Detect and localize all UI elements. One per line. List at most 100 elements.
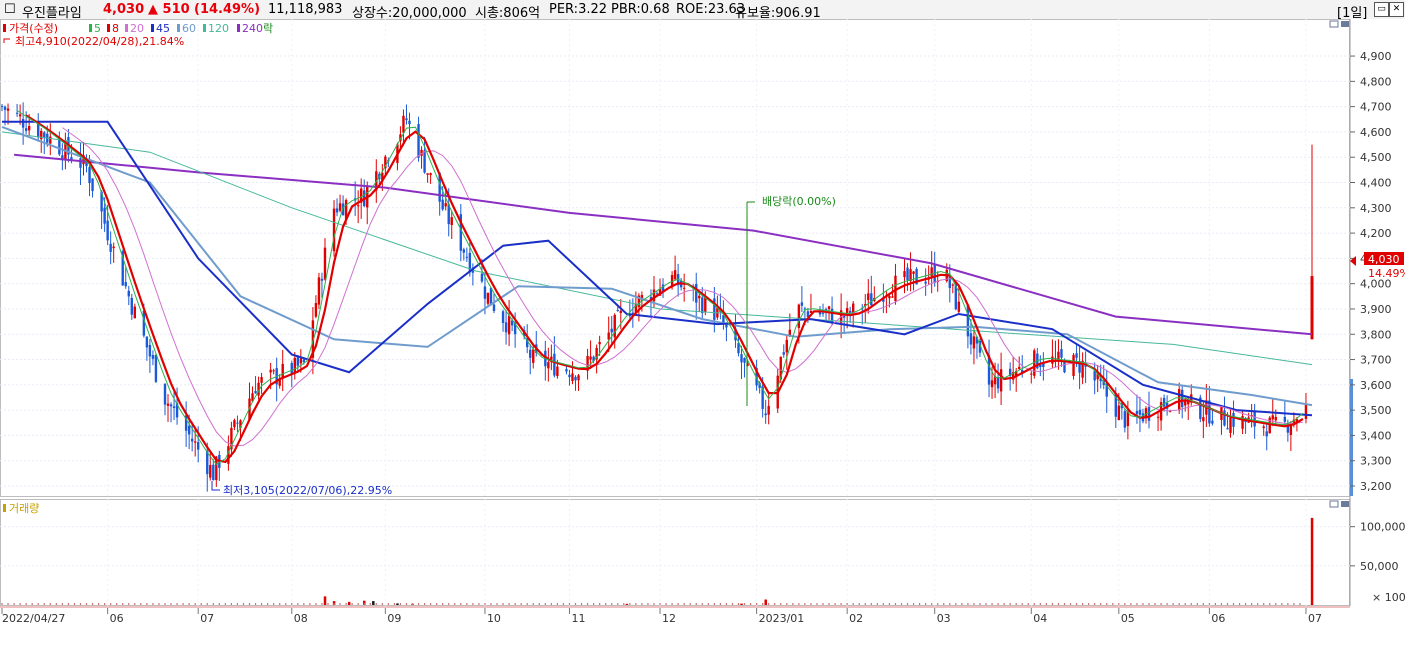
- candle-body: [637, 295, 641, 307]
- candle-body: [402, 115, 405, 133]
- per-value: PER:3.22: [549, 2, 608, 17]
- candle-body: [861, 308, 864, 310]
- candle-body: [236, 422, 239, 424]
- candle-body: [613, 314, 616, 338]
- volume-bar: [423, 603, 426, 605]
- volume-panel-max-icon[interactable]: [1341, 501, 1349, 507]
- candle-body: [631, 312, 635, 314]
- candle-body: [1262, 426, 1265, 429]
- volume-bar: [158, 603, 160, 605]
- scroll-indicator[interactable]: [1350, 379, 1353, 496]
- volume-bar: [1172, 603, 1174, 605]
- volume-bar: [611, 603, 613, 605]
- panel-max-icon[interactable]: [1341, 21, 1349, 27]
- current-price-marker: 4,030 14.49%: [1350, 252, 1405, 280]
- volume-bar: [490, 603, 492, 605]
- candle-body: [58, 139, 61, 155]
- close-window-button[interactable]: ✕: [1389, 2, 1404, 17]
- candle-body: [91, 178, 94, 192]
- volume-bar: [737, 603, 740, 605]
- candle-body: [85, 160, 88, 167]
- candle-body: [193, 441, 197, 443]
- candle-body: [1081, 360, 1084, 378]
- candle-body: [610, 328, 613, 333]
- candle-body: [972, 336, 976, 349]
- checkbox-icon[interactable]: ☐: [4, 2, 16, 17]
- volume-bar: [991, 603, 993, 605]
- candle-body: [824, 309, 828, 311]
- volume-bar: [387, 603, 389, 605]
- candle-body: [1008, 368, 1012, 376]
- volume-bar: [13, 603, 15, 605]
- volume-panel-min-icon[interactable]: [1329, 500, 1339, 508]
- pbr-value: PBR:0.68: [611, 2, 670, 17]
- volume-bar: [580, 603, 583, 605]
- candle-body: [746, 363, 749, 367]
- candle-body: [673, 270, 677, 280]
- x-tick-label: 12: [662, 612, 676, 625]
- candle-body: [589, 356, 592, 360]
- volume-bar: [1251, 603, 1253, 605]
- dividend-marker: 배당락(0.00%): [746, 195, 836, 406]
- candle-body: [254, 391, 257, 394]
- volume-bar: [1184, 603, 1186, 605]
- candle-body: [1033, 350, 1036, 376]
- volume-bar: [363, 603, 365, 605]
- volume-bar: [973, 603, 975, 605]
- ma-legend-label: 45: [156, 22, 170, 35]
- price-legend: 가격(수정) 5 8 20 45 60 120 240 락: [3, 22, 273, 35]
- candle-body: [124, 282, 127, 287]
- volume-bar: [1166, 603, 1168, 605]
- candle-body: [1144, 408, 1148, 419]
- y-tick-label: 3,200: [1360, 480, 1392, 493]
- volume-bar: [605, 603, 607, 605]
- ma-legend-label: 8: [112, 22, 119, 35]
- candle-body: [1075, 353, 1078, 358]
- volume-bar: [834, 603, 836, 605]
- candle-body: [1117, 405, 1121, 421]
- candle-body: [909, 269, 912, 282]
- volume-bar: [1196, 603, 1198, 605]
- candle-body: [682, 287, 686, 289]
- candle-body: [568, 374, 571, 378]
- volume-bar: [1045, 603, 1047, 605]
- volume-bar: [188, 603, 190, 605]
- candle-body: [550, 356, 553, 360]
- candle-body: [1310, 276, 1314, 340]
- candle-body: [163, 383, 167, 405]
- candle-body: [1208, 400, 1211, 424]
- volume-bar: [740, 603, 743, 605]
- panel-buttons[interactable]: [1329, 20, 1349, 508]
- candle-body: [607, 332, 610, 340]
- x-tick-label: 05: [1121, 612, 1135, 625]
- volume-bar: [961, 603, 963, 605]
- volume-bar: [1263, 603, 1265, 605]
- candle-body: [417, 124, 420, 158]
- volume-bar: [1106, 603, 1108, 605]
- candle-body: [341, 203, 345, 216]
- candle-body: [740, 354, 743, 363]
- candle-body: [1250, 415, 1253, 417]
- candle-body: [906, 267, 909, 281]
- moving-averages: [1, 110, 1313, 466]
- volume-bar: [351, 603, 353, 605]
- volume-bar: [659, 603, 661, 605]
- candle-body: [809, 310, 813, 313]
- volume-bar: [713, 603, 715, 605]
- restore-window-button[interactable]: ▭: [1374, 2, 1389, 17]
- y-tick-label: 3,300: [1360, 455, 1392, 468]
- candle-body: [462, 249, 466, 253]
- x-tick-label: 2023/01: [759, 612, 805, 625]
- candle-body: [1162, 397, 1166, 407]
- volume-bar: [780, 603, 782, 605]
- panel-min-icon[interactable]: [1329, 20, 1339, 28]
- volume-bar: [273, 603, 275, 605]
- volume-bar: [756, 603, 758, 605]
- candle-body: [227, 446, 230, 464]
- candle-body: [323, 247, 327, 280]
- period-selector[interactable]: [1일]: [1337, 6, 1368, 21]
- candle-body: [109, 243, 112, 252]
- volume-bar: [128, 603, 130, 605]
- volume-y-axis: 100,000 50,000: [1350, 521, 1405, 573]
- volume-bar: [484, 603, 486, 605]
